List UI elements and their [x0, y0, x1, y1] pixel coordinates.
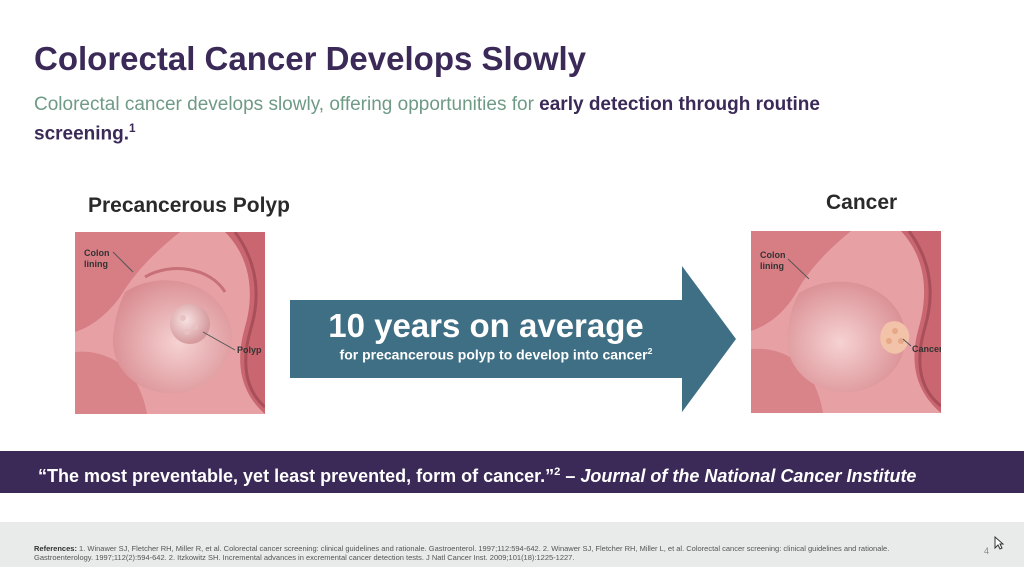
- colon-lining-label-left-1: Colon: [84, 248, 110, 258]
- cancer-label: Cancer: [912, 344, 941, 354]
- arrow-sub-sup: 2: [647, 346, 653, 356]
- references-body: 1. Winawer SJ, Fletcher RH, Miller R, et…: [34, 544, 890, 562]
- slide-subtitle: Colorectal cancer develops slowly, offer…: [34, 93, 914, 146]
- banner-quote: “The most preventable, yet least prevent…: [38, 451, 916, 497]
- colon-lining-label-left-2: lining: [84, 259, 108, 269]
- references-text: References: 1. Winawer SJ, Fletcher RH, …: [34, 544, 934, 562]
- page-number: 4: [984, 546, 990, 556]
- cancer-illustration: Colon lining Cancer: [751, 231, 941, 413]
- polyp-illustration: Colon lining Polyp: [75, 232, 265, 414]
- subtitle-reference-sup: 1: [129, 122, 136, 135]
- quote-banner: “The most preventable, yet least prevent…: [0, 451, 1024, 493]
- arrow-sub-text: for precancerous polyp to develop into c…: [290, 346, 702, 363]
- colon-lining-label-right-2: lining: [760, 261, 784, 271]
- banner-dash: –: [560, 466, 581, 486]
- subtitle-emphasis-text: early detection through routine screenin…: [34, 94, 820, 145]
- banner-quote-sup: 2: [554, 466, 561, 478]
- references-lead: References:: [34, 544, 77, 553]
- arrow-sub-label: for precancerous polyp to develop into c…: [339, 346, 648, 363]
- slide-title: Colorectal Cancer Develops Slowly: [34, 40, 587, 77]
- arrow-main-text: 10 years on average: [328, 307, 644, 344]
- cancer-heading: Cancer: [826, 191, 898, 214]
- precancerous-polyp-heading: Precancerous Polyp: [88, 194, 290, 217]
- banner-source: Journal of the National Cancer Institute: [580, 466, 917, 486]
- cancer-mark: [880, 321, 910, 354]
- mouse-cursor-icon: [994, 536, 1004, 550]
- banner-quote-text: “The most preventable, yet least prevent…: [38, 466, 555, 486]
- timeline-arrow: [290, 266, 736, 412]
- polyp-label: Polyp: [237, 345, 262, 355]
- polyp-mark: [170, 304, 210, 344]
- slide-footer: References: 1. Winawer SJ, Fletcher RH, …: [0, 522, 1024, 567]
- colon-lining-label-right-1: Colon: [760, 250, 786, 260]
- subtitle-plain-text: Colorectal cancer develops slowly, offer…: [34, 94, 540, 115]
